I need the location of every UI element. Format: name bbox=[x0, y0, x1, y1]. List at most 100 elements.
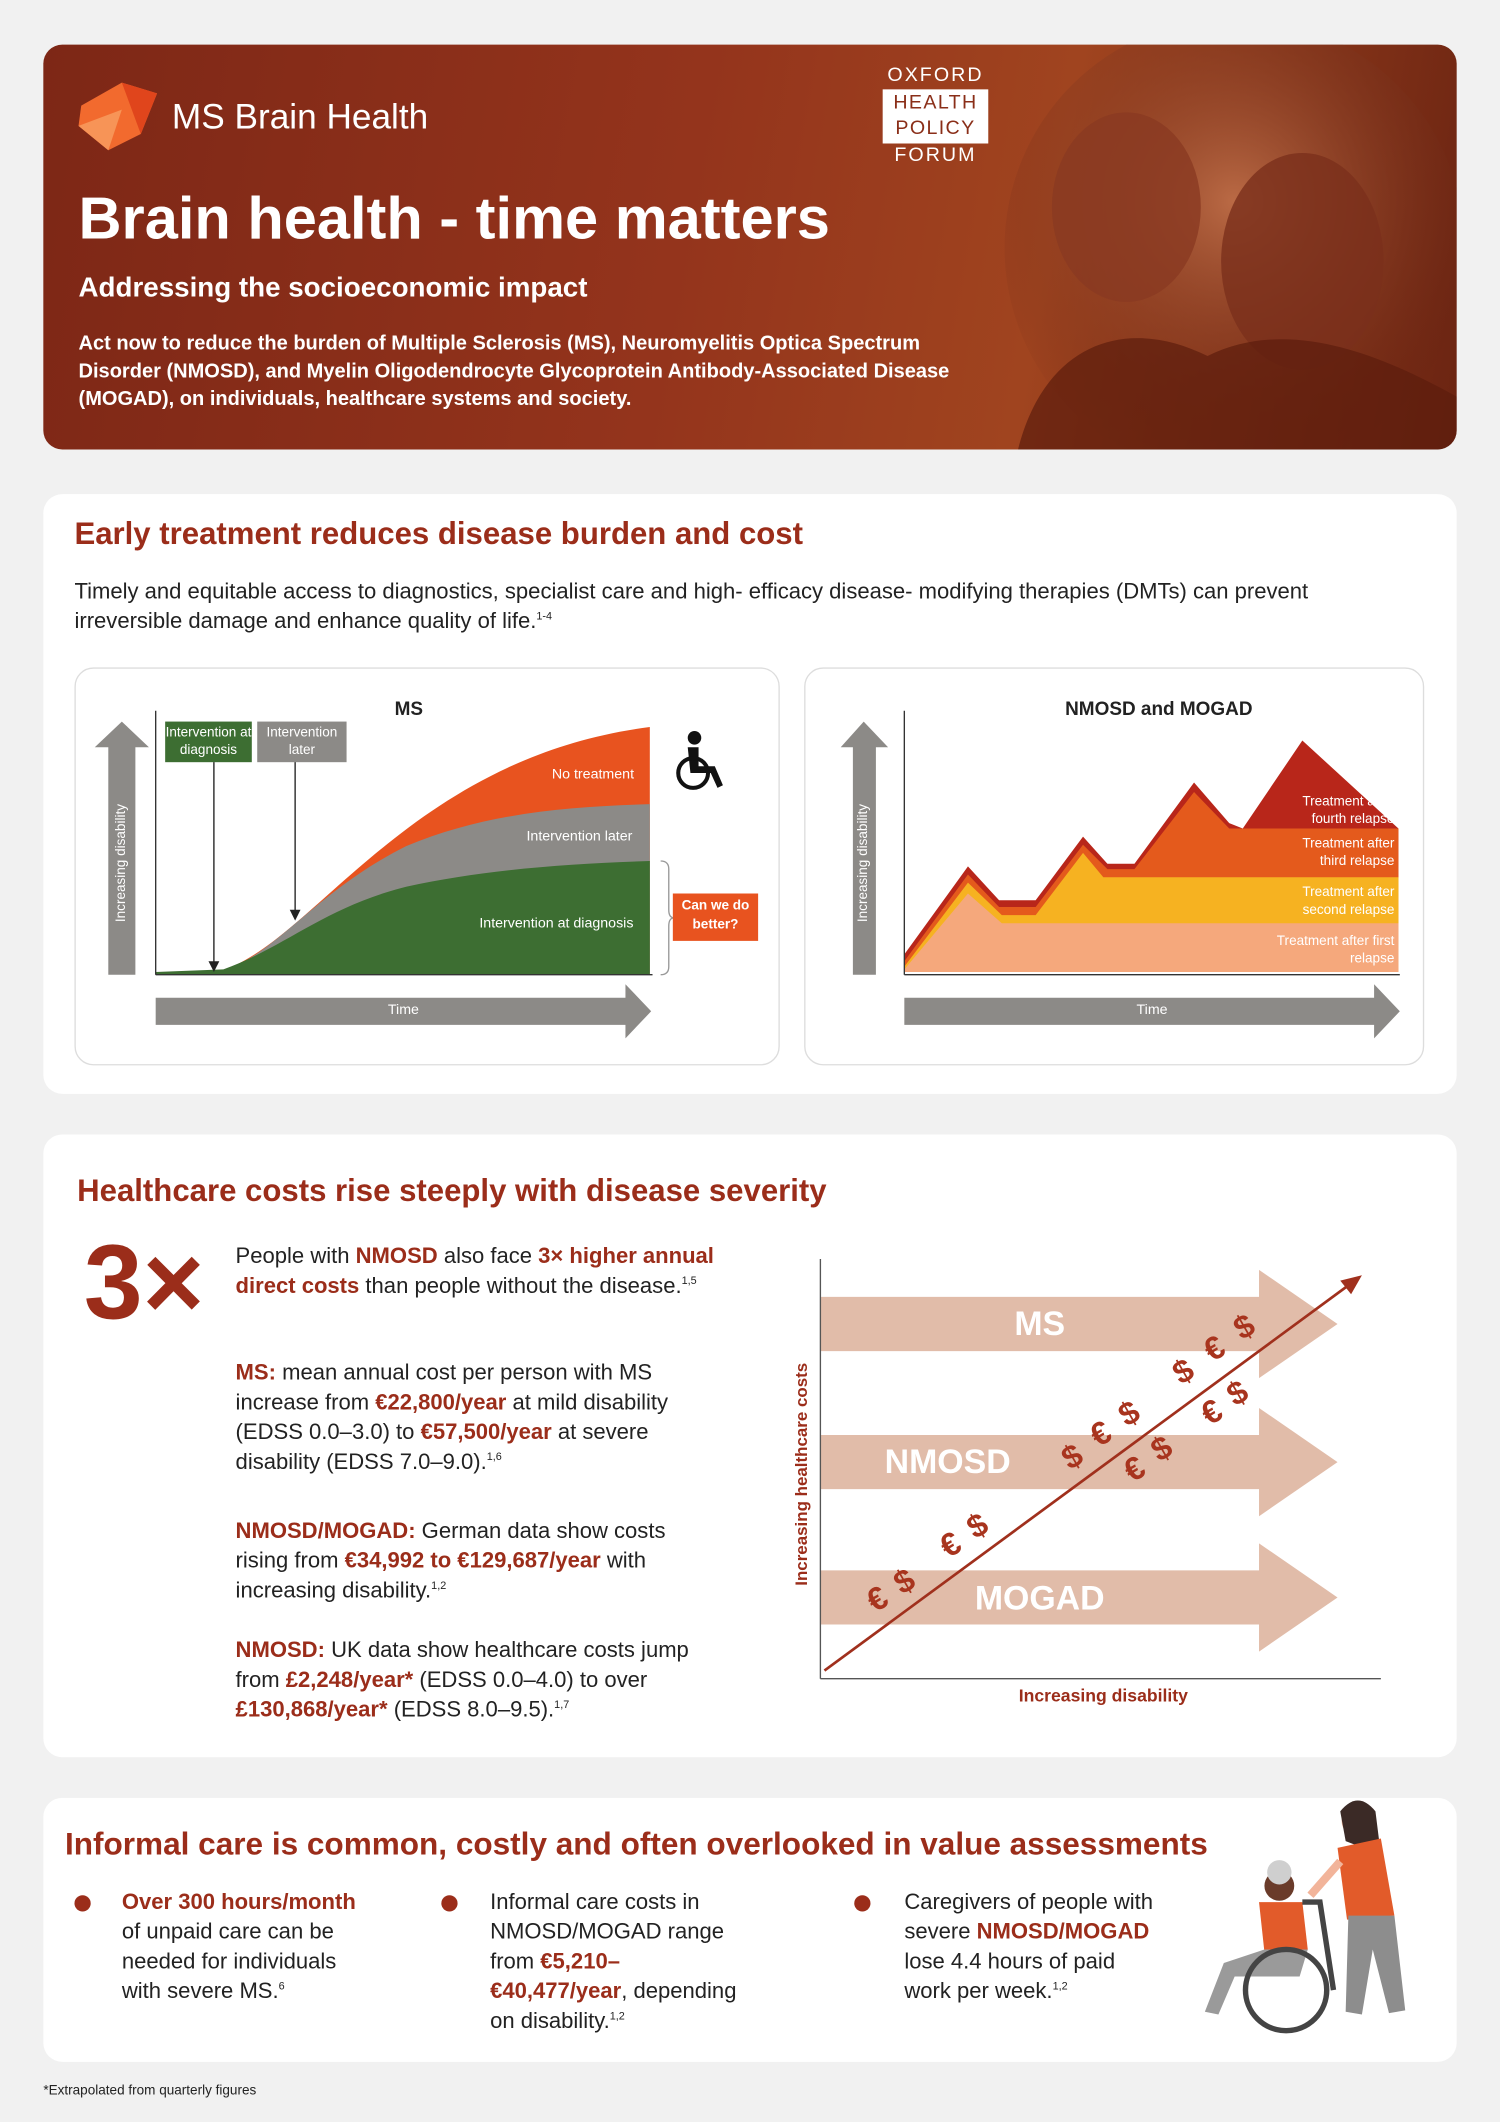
question-label: Can we do better? bbox=[681, 898, 750, 933]
emphasis: MS bbox=[573, 333, 604, 355]
care-item: Informal care costs in NMOSD/MOGAD range… bbox=[490, 1887, 747, 2036]
x-arrow bbox=[155, 984, 652, 1039]
reference: 1,7 bbox=[554, 1698, 570, 1711]
area-label: Intervention later bbox=[526, 828, 633, 845]
arrow-label: MS bbox=[1014, 1305, 1066, 1343]
emphasis: €5,210–€40,477/year bbox=[490, 1949, 622, 2004]
text-run: Timely and equitable access to diagnosti… bbox=[74, 579, 1309, 634]
reference: 1-4 bbox=[536, 609, 553, 623]
x-axis-label: Time bbox=[1136, 1001, 1168, 1019]
text-run: at mild disability (EDSS 0.0–3.0) to bbox=[235, 1390, 669, 1445]
area-first bbox=[904, 893, 1399, 973]
diagram-title: NMOSD and MOGAD bbox=[1065, 697, 1253, 719]
partner-line: FORUM bbox=[894, 144, 977, 167]
header: MS Brain Health OXFORD HEALTH POLICY FOR… bbox=[43, 44, 1457, 450]
bullet bbox=[854, 1895, 871, 1912]
currency-mark: € bbox=[933, 1525, 967, 1565]
reference: 1,2 bbox=[431, 1579, 447, 1592]
emphasis: NMOSD/MOGAD bbox=[976, 1919, 1150, 1945]
text-run: Act now to reduce the burden of Multiple… bbox=[78, 333, 574, 355]
x-axis-label: Time bbox=[387, 1001, 419, 1019]
area-label: Treatment after third relapse bbox=[1302, 836, 1395, 870]
emphasis: MS: bbox=[235, 1360, 276, 1385]
area-label: Treatment after second relapse bbox=[1302, 885, 1395, 918]
text-run: ), and Myelin Oligodendrocyte Glycoprote… bbox=[78, 360, 950, 411]
logo-text: MS Brain Health bbox=[171, 96, 429, 137]
arrow-band bbox=[820, 1543, 1338, 1652]
currency-mark: $ bbox=[1220, 1373, 1254, 1413]
y-axis-label: Increasing healthcare costs bbox=[791, 1362, 811, 1586]
diagram-title: MS bbox=[394, 697, 424, 719]
callout-box bbox=[257, 721, 347, 763]
emphasis: €34,992 to €129,687/year bbox=[344, 1548, 601, 1574]
area-label: Treatment after fourth relapse bbox=[1302, 794, 1395, 828]
bullet bbox=[441, 1895, 458, 1912]
cost-paragraph: People with NMOSD also face 3× higher an… bbox=[236, 1241, 723, 1301]
emphasis: €57,500/year bbox=[420, 1420, 552, 1445]
text-run: (EDSS 0.0–4.0) to over bbox=[413, 1667, 648, 1693]
question-box bbox=[672, 893, 759, 941]
cost-paragraph: NMOSD/MOGAD: German data show costs risi… bbox=[236, 1516, 723, 1605]
arrow-band bbox=[820, 1269, 1338, 1379]
emphasis: NMOSD bbox=[173, 360, 248, 383]
text-run: German data show costs rising from bbox=[235, 1518, 666, 1574]
caregiver-illustration bbox=[1204, 1800, 1406, 2034]
currency-mark: $ bbox=[1112, 1393, 1146, 1433]
y-arrow bbox=[840, 721, 889, 975]
partner-logo: OXFORD HEALTH POLICY FORUM bbox=[882, 64, 989, 170]
partner-line: HEALTH bbox=[893, 92, 978, 114]
emphasis: €22,800/year bbox=[375, 1390, 507, 1415]
callout-label: Intervention at diagnosis bbox=[165, 725, 252, 759]
text-run: Caregivers of people with severe bbox=[904, 1889, 1154, 1945]
footnote: *Extrapolated from quarterly figures bbox=[43, 2083, 257, 2099]
page-title: Brain health - time matters bbox=[78, 185, 830, 252]
currency-mark: $ bbox=[961, 1506, 995, 1546]
y-axis-label: Increasing disability bbox=[856, 803, 872, 923]
currency-mark: $ bbox=[1166, 1351, 1200, 1391]
emphasis: £2,248/year* bbox=[285, 1667, 414, 1693]
y-axis-label: Increasing disability bbox=[114, 803, 130, 923]
partner-line: POLICY bbox=[895, 117, 976, 140]
arrow-head bbox=[289, 909, 301, 921]
text-run: with increasing disability. bbox=[235, 1548, 647, 1603]
y-arrow bbox=[94, 721, 149, 975]
page-subtitle: Addressing the socioeconomic impact bbox=[78, 272, 588, 304]
partner-box: HEALTH POLICY bbox=[882, 89, 989, 144]
text-run: Informal care costs in NMOSD/MOGAD range… bbox=[490, 1889, 725, 1974]
text-run: of unpaid care can be needed for individ… bbox=[121, 1919, 337, 2004]
emphasis: Over 300 hours/month bbox=[121, 1889, 356, 1915]
emphasis: NMOSD bbox=[355, 1244, 438, 1269]
text-run: ), Neuromyelitis Optica Spectrum Disorde… bbox=[78, 333, 921, 383]
bullet bbox=[74, 1895, 91, 1912]
cost-paragraph: NMOSD: UK data show healthcare costs jum… bbox=[236, 1635, 723, 1724]
stat: 3× bbox=[83, 1222, 205, 1342]
ms-diagram bbox=[94, 710, 759, 1039]
area-diagnosis bbox=[155, 861, 650, 975]
cost-diagram: €$€$$€$€$$€$€$ bbox=[819, 1259, 1381, 1680]
arrow-head bbox=[1340, 1275, 1362, 1295]
emphasis: MOGAD bbox=[85, 388, 162, 411]
section-title: Healthcare costs rise steeply with disea… bbox=[77, 1172, 827, 1208]
text-run: ), on individuals, healthcare systems an… bbox=[161, 388, 632, 411]
informal-care-card bbox=[43, 1797, 1457, 2062]
arrow-head bbox=[208, 961, 220, 973]
care-item: Caregivers of people with severe NMOSD/M… bbox=[904, 1887, 1161, 2006]
cost-paragraph: MS: mean annual cost per person with MS … bbox=[236, 1358, 723, 1477]
area-label: Treatment after first relapse bbox=[1276, 934, 1395, 967]
arrow-label: MOGAD bbox=[974, 1579, 1105, 1618]
area-label: Intervention at diagnosis bbox=[479, 915, 634, 932]
currency-mark: € bbox=[1195, 1392, 1229, 1432]
text-run: also face bbox=[437, 1244, 539, 1269]
text-run: lose 4.4 hours of paid work per week. bbox=[904, 1949, 1116, 2004]
emphasis: NMOSD/MOGAD: bbox=[235, 1518, 416, 1544]
arrow-band bbox=[820, 1407, 1338, 1517]
callout-label: Intervention later bbox=[266, 725, 338, 759]
brace bbox=[660, 860, 675, 976]
arrow-label: NMOSD bbox=[884, 1443, 1011, 1482]
text-run: mean annual cost per person with MS incr… bbox=[235, 1360, 653, 1415]
trend-line bbox=[823, 1282, 1352, 1672]
reference: 1,2 bbox=[609, 2009, 625, 2022]
intro: Act now to reduce the burden of Multiple… bbox=[79, 330, 973, 413]
